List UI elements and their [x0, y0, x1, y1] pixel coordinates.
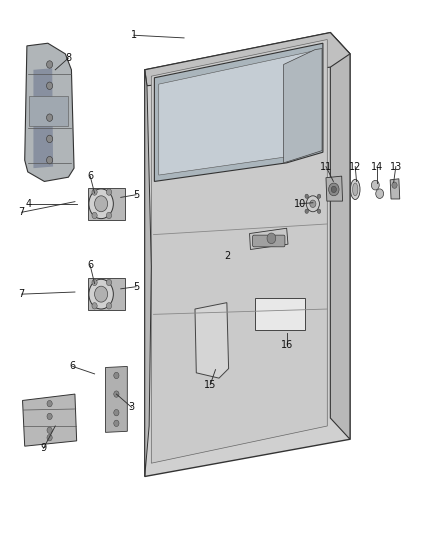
Circle shape: [331, 186, 336, 192]
Circle shape: [47, 427, 52, 433]
Circle shape: [392, 182, 397, 188]
Polygon shape: [195, 303, 229, 378]
Text: 2: 2: [225, 251, 231, 261]
Text: 4: 4: [26, 199, 32, 209]
Circle shape: [47, 434, 52, 441]
Circle shape: [47, 400, 52, 407]
Text: 3: 3: [129, 402, 135, 413]
Text: 11: 11: [320, 161, 332, 172]
Text: 7: 7: [18, 289, 25, 299]
Polygon shape: [326, 176, 343, 201]
Circle shape: [89, 189, 113, 219]
Polygon shape: [250, 228, 288, 249]
Polygon shape: [145, 70, 151, 477]
Circle shape: [46, 61, 53, 68]
Circle shape: [317, 194, 321, 198]
Circle shape: [95, 286, 108, 302]
Circle shape: [92, 279, 97, 286]
Polygon shape: [284, 49, 322, 163]
Circle shape: [46, 157, 53, 164]
Polygon shape: [25, 43, 74, 181]
Polygon shape: [145, 33, 350, 86]
Polygon shape: [88, 188, 125, 220]
Text: 15: 15: [204, 379, 216, 390]
Polygon shape: [390, 179, 400, 199]
Circle shape: [305, 194, 308, 198]
Text: 8: 8: [65, 53, 71, 63]
Circle shape: [46, 82, 53, 90]
Text: 5: 5: [133, 282, 139, 292]
Circle shape: [92, 303, 97, 309]
Text: 1: 1: [131, 30, 137, 41]
Text: 10: 10: [293, 199, 306, 209]
Circle shape: [106, 303, 112, 309]
Circle shape: [46, 135, 53, 143]
Circle shape: [47, 413, 52, 419]
Polygon shape: [33, 68, 53, 168]
Polygon shape: [330, 33, 350, 439]
Text: 14: 14: [371, 161, 383, 172]
Circle shape: [106, 189, 112, 195]
Circle shape: [114, 420, 119, 426]
Polygon shape: [106, 367, 127, 432]
Circle shape: [305, 209, 308, 213]
Circle shape: [106, 212, 112, 219]
Circle shape: [376, 189, 384, 198]
Ellipse shape: [353, 183, 358, 196]
Circle shape: [114, 372, 119, 378]
Circle shape: [328, 183, 339, 196]
Text: 9: 9: [40, 443, 46, 453]
Circle shape: [92, 212, 97, 219]
Ellipse shape: [350, 179, 360, 199]
Circle shape: [46, 114, 53, 122]
Bar: [255, 298, 305, 330]
Polygon shape: [145, 33, 350, 477]
Circle shape: [89, 279, 113, 309]
Polygon shape: [151, 39, 327, 463]
Circle shape: [310, 200, 316, 207]
Circle shape: [95, 196, 108, 212]
Polygon shape: [154, 43, 323, 181]
Text: 12: 12: [349, 161, 361, 172]
Text: 6: 6: [87, 261, 93, 270]
Circle shape: [306, 196, 319, 212]
Circle shape: [114, 409, 119, 416]
Polygon shape: [88, 278, 125, 310]
Bar: [29, 96, 68, 126]
Circle shape: [371, 180, 379, 190]
Text: 6: 6: [70, 361, 76, 372]
Circle shape: [106, 279, 112, 286]
Polygon shape: [22, 394, 77, 446]
Circle shape: [114, 391, 119, 397]
Text: 16: 16: [281, 340, 293, 350]
Text: 6: 6: [87, 171, 93, 181]
Text: 5: 5: [133, 190, 139, 200]
Circle shape: [317, 209, 321, 213]
Text: 7: 7: [18, 207, 25, 217]
Circle shape: [267, 233, 276, 244]
FancyBboxPatch shape: [253, 235, 285, 247]
Text: 13: 13: [390, 161, 402, 172]
Circle shape: [92, 189, 97, 195]
Polygon shape: [159, 50, 317, 175]
